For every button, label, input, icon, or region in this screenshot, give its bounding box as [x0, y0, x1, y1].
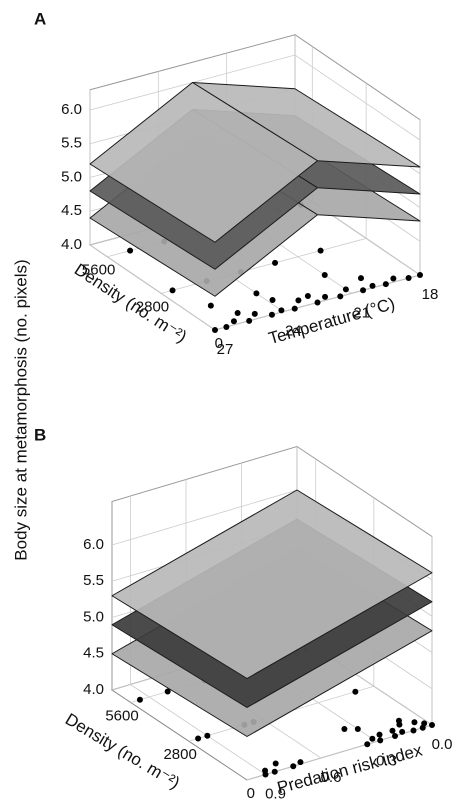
data-point: [169, 287, 176, 294]
data-point: [376, 731, 383, 738]
z-tick-label: 6.0: [61, 101, 82, 118]
x-tick-label: 2800: [136, 298, 169, 315]
y-tick-label: 18: [422, 286, 439, 303]
data-point: [322, 293, 329, 300]
data-point: [230, 318, 237, 325]
data-point: [278, 307, 285, 314]
data-point: [314, 299, 321, 306]
z-tick-label: 4.0: [61, 236, 82, 253]
data-point: [195, 735, 202, 742]
data-point: [389, 727, 396, 734]
data-point: [207, 302, 214, 309]
data-point: [405, 275, 412, 282]
y-tick-label: 27: [217, 341, 234, 358]
panel-letter: A: [34, 9, 46, 28]
data-point: [410, 727, 417, 734]
data-point: [377, 737, 384, 744]
data-point: [357, 275, 364, 282]
data-point: [269, 296, 276, 303]
data-point: [223, 323, 230, 330]
data-point: [253, 290, 260, 297]
data-point: [429, 722, 435, 728]
y-tick-label: 0.3: [376, 752, 397, 769]
data-point: [317, 247, 324, 254]
data-point: [411, 719, 418, 726]
x-tick-label: 5600: [105, 707, 138, 724]
z-axis-title: Body size at metamorphosis (no. pixels): [11, 259, 30, 560]
data-point: [369, 735, 376, 742]
data-point: [337, 293, 344, 300]
data-point: [272, 760, 279, 767]
data-point: [399, 728, 406, 735]
z-tick-label: 4.5: [83, 645, 104, 662]
z-tick-label: 5.5: [61, 135, 82, 152]
y-tick-label: 24: [285, 323, 302, 340]
x-tick-label: 5600: [82, 262, 115, 279]
data-point: [321, 272, 328, 279]
data-point: [421, 720, 428, 727]
data-point: [364, 741, 371, 748]
data-point: [262, 767, 269, 774]
z-tick-label: 5.0: [83, 608, 104, 625]
data-point: [297, 759, 304, 766]
data-point: [127, 247, 134, 254]
x-tick-label: 2800: [163, 746, 196, 763]
grid-line: [89, 89, 216, 331]
data-point: [271, 768, 278, 775]
z-tick-label: 5.0: [61, 168, 82, 185]
data-point: [390, 275, 397, 282]
data-point: [382, 281, 389, 288]
data-point: [369, 282, 376, 289]
panel-letter: B: [34, 425, 46, 444]
z-tick-label: 4.0: [83, 681, 104, 698]
y-tick-label: 21: [353, 304, 370, 321]
surface-patch: [89, 82, 318, 243]
y-tick-label: 0.9: [265, 785, 286, 802]
data-point: [136, 696, 143, 703]
data-point: [164, 688, 171, 695]
data-point: [291, 305, 298, 312]
data-point: [204, 732, 211, 739]
x-tick-label: 0: [247, 785, 255, 802]
data-point: [246, 317, 253, 324]
x-tick-label: 0: [215, 335, 223, 352]
data-point: [304, 292, 311, 299]
data-point: [360, 287, 367, 294]
data-point: [290, 763, 297, 770]
data-point: [342, 286, 349, 293]
surface-patch: [111, 489, 433, 679]
data-point: [268, 311, 275, 318]
data-point: [272, 259, 279, 266]
data-point: [354, 726, 361, 733]
data-point: [295, 297, 302, 304]
data-point: [392, 733, 398, 739]
data-point: [352, 688, 359, 695]
data-point: [417, 272, 423, 278]
z-tick-label: 6.0: [83, 536, 104, 553]
data-point: [395, 717, 402, 724]
data-point: [212, 327, 218, 333]
y-tick-label: 0.6: [321, 769, 342, 786]
z-tick-label: 5.5: [83, 572, 104, 589]
data-point: [341, 726, 348, 733]
data-point: [234, 309, 241, 316]
y-tick-label: 0.0: [432, 736, 453, 753]
grid-line: [130, 496, 266, 775]
data-point: [251, 310, 258, 317]
z-tick-label: 4.5: [61, 202, 82, 219]
